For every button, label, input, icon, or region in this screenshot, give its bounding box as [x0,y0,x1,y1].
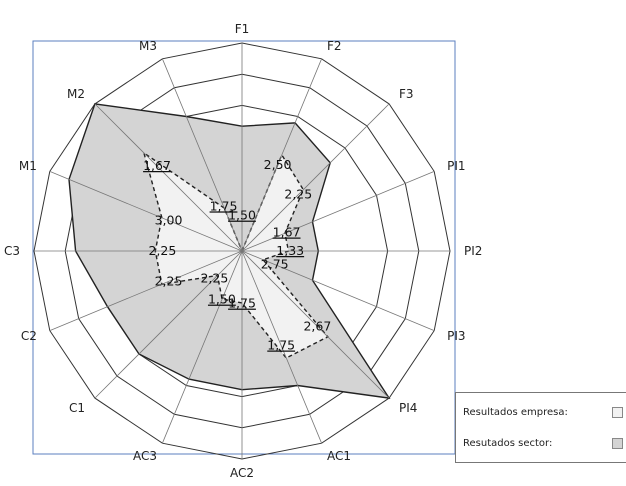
data-labels: 2,502,251,671,332,752,671,751,751,502,25… [143,157,331,353]
data-label-m2: 1,67 [143,158,171,173]
data-label-f2: 2,50 [264,157,292,172]
spoke-pi1 [241,171,435,252]
axis-label-pi2: PI2 [464,244,482,258]
axis-label-pi4: PI4 [399,401,417,415]
axis-label-ac1: AC1 [327,449,351,463]
axis-label-pi3: PI3 [447,329,465,343]
spoke-m2 [94,103,243,252]
spoke-c2 [49,250,243,331]
spoke-c1 [94,250,243,399]
axis-labels: F1 F2 F3 PI1 PI2 PI3 PI4 AC1 AC2 AC3 C1 C2 C3 M1 M2 M3 [4,22,482,480]
data-label-f3: 2,25 [284,187,312,202]
data-label-m3: 1,75 [210,198,238,213]
plot-area-border [32,40,456,455]
data-label-c3: 2,25 [148,243,176,258]
legend-label-sector: Resutados sector: [463,438,553,449]
spoke-m3 [162,58,243,252]
spoke-ac3 [162,250,243,444]
data-label-pi2: 1,33 [276,243,304,258]
legend-label-company: Resultados empresa: [463,407,568,418]
axis-label-f3: F3 [399,87,414,101]
axis-label-ac2: AC2 [230,466,254,480]
axis-label-m3: M3 [139,39,157,53]
axis-label-c1: C1 [69,401,85,415]
axis-label-c2: C2 [21,329,37,343]
legend: Resultados empresa: Resutados sector: [455,392,626,463]
data-label-c1: 2,25 [200,271,228,286]
spoke-ac1 [241,250,322,444]
spoke-pi3 [241,250,435,331]
spoke-pi4 [241,250,390,399]
axis-label-ac3: AC3 [133,449,157,463]
spoke-f3 [241,103,390,252]
data-label-f1: 1,50 [228,208,256,223]
data-label-c2: 2,25 [155,274,183,289]
axis-label-f2: F2 [327,39,342,53]
data-label-ac1: 1,75 [267,338,295,353]
axis-label-m1: M1 [19,159,37,173]
radar-spokes [34,43,450,459]
data-label-ac2: 1,75 [228,296,256,311]
legend-swatch-company [612,407,623,418]
series-company [142,151,329,359]
axis-label-f1: F1 [235,22,250,36]
spoke-m1 [49,171,243,252]
data-label-pi3: 2,75 [261,257,289,272]
data-label-pi4: 2,67 [303,318,331,333]
legend-swatch-sector [612,438,623,449]
axis-label-c3: C3 [4,244,20,258]
data-label-pi1: 1,67 [273,225,301,240]
axis-label-m2: M2 [67,87,85,101]
data-label-ac3: 1,50 [208,292,236,307]
spoke-f2 [241,58,322,252]
axis-label-pi1: PI1 [447,159,465,173]
data-label-m1: 3,00 [155,213,183,228]
